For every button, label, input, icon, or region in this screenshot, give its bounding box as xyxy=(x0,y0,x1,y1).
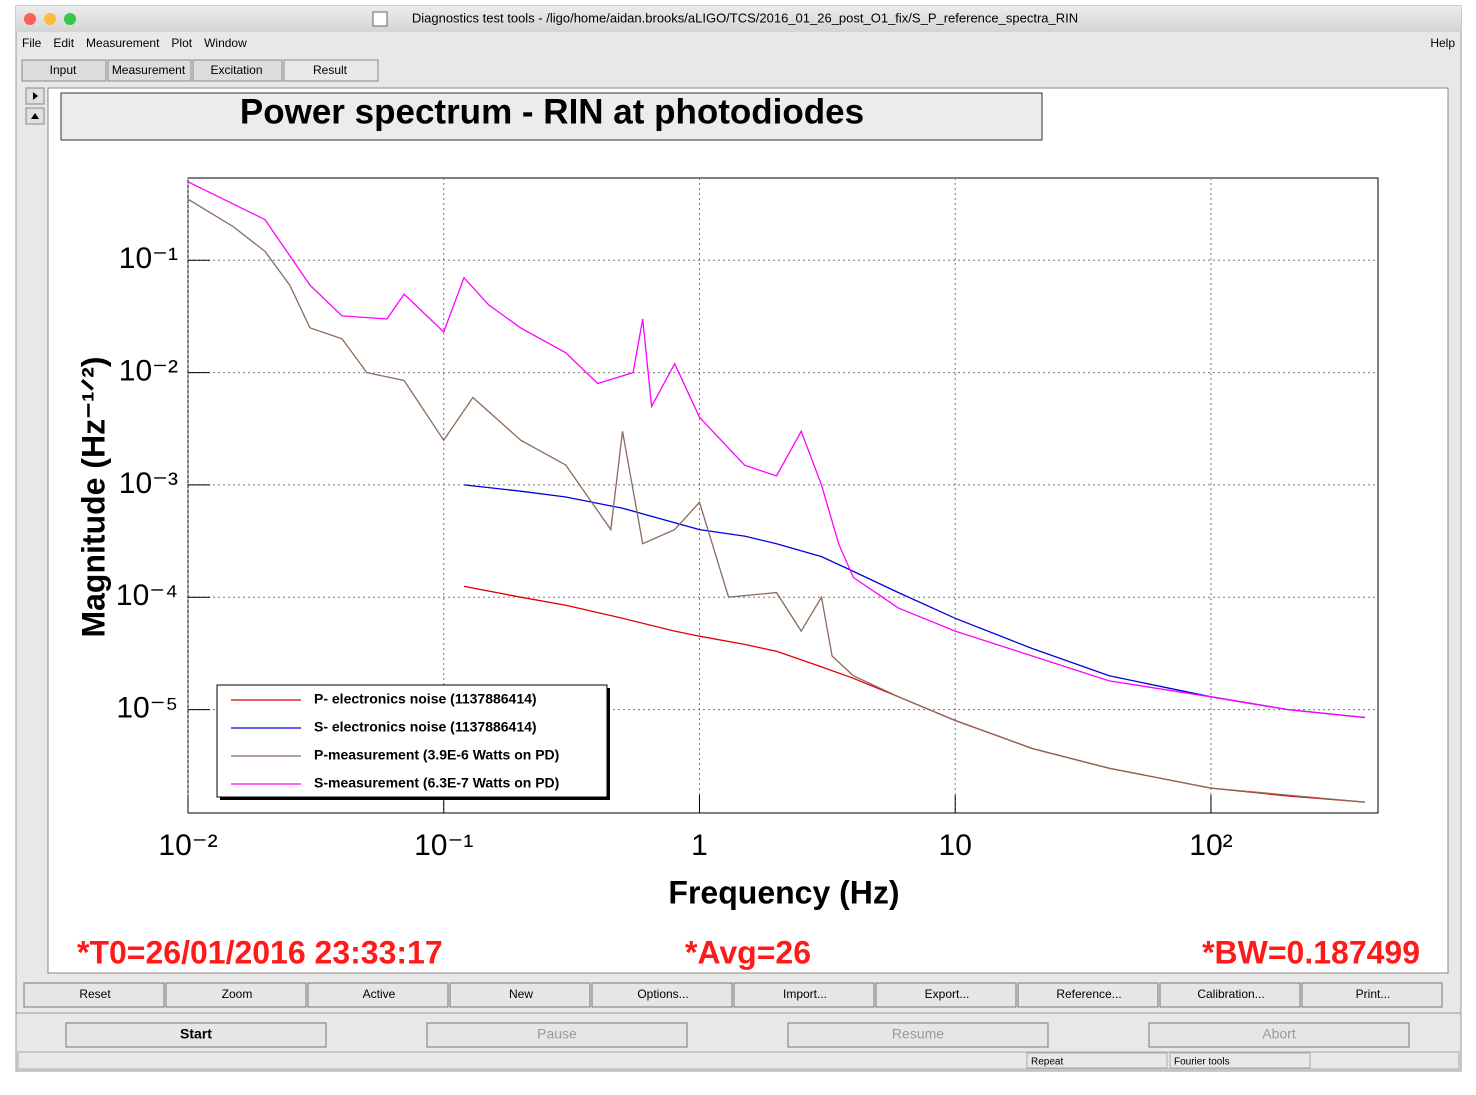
zoom-button[interactable] xyxy=(64,13,76,25)
toolbar-button[interactable] xyxy=(23,982,165,1008)
tab[interactable] xyxy=(283,59,379,82)
x-tick-label: 10⁻² xyxy=(158,829,217,862)
legend-label: S- electronics noise (1137886414) xyxy=(314,719,537,735)
toolbar-button[interactable] xyxy=(307,982,449,1008)
arrow-icon xyxy=(31,113,39,119)
close-button[interactable] xyxy=(24,13,36,25)
x-tick-label: 10 xyxy=(939,829,972,862)
arrow-icon xyxy=(33,92,38,100)
tab[interactable] xyxy=(21,59,107,82)
x-tick-label: 10⁻¹ xyxy=(414,829,473,862)
y-tick-label: 10⁻⁵ xyxy=(116,691,178,724)
menu-item[interactable]: Plot xyxy=(171,36,192,50)
status-bar xyxy=(17,1051,1460,1070)
toolbar-button[interactable] xyxy=(1017,982,1159,1008)
tab-label: Measurement xyxy=(112,63,186,77)
button-label: Reference... xyxy=(1056,987,1121,1001)
status-label: Repeat xyxy=(1031,1057,1063,1068)
x-icon xyxy=(372,11,388,27)
series-line xyxy=(187,181,1365,719)
control-button[interactable] xyxy=(787,1022,1049,1048)
button-label: Pause xyxy=(537,1026,577,1042)
toolbar-button[interactable] xyxy=(165,982,307,1008)
button-label: New xyxy=(509,987,533,1001)
button-label: Options... xyxy=(637,987,688,1001)
y-tick-label: 10⁻⁴ xyxy=(116,579,178,612)
window-title: Diagnostics test tools - /ligo/home/aida… xyxy=(412,10,1078,25)
menu-item[interactable]: Measurement xyxy=(86,36,160,50)
button-label: Export... xyxy=(925,987,970,1001)
button-label: Print... xyxy=(1356,987,1391,1001)
button-label: Start xyxy=(180,1026,212,1042)
button-label: Import... xyxy=(783,987,827,1001)
annotation: *Avg=26 xyxy=(685,934,811,970)
plot-panel xyxy=(47,87,1449,974)
legend-label: P- electronics noise (1137886414) xyxy=(314,691,537,707)
title-bar xyxy=(16,6,1461,32)
tab-label: Excitation xyxy=(210,63,262,77)
control-button[interactable] xyxy=(1148,1022,1410,1048)
button-label: Resume xyxy=(892,1026,944,1042)
x-axis-label: Frequency (Hz) xyxy=(668,874,899,910)
series-line xyxy=(463,484,1365,719)
button-label: Reset xyxy=(79,987,111,1001)
series-line xyxy=(187,198,1365,803)
x-tick-label: 10² xyxy=(1189,829,1232,862)
menu-item[interactable]: Help xyxy=(1430,36,1455,50)
control-button[interactable] xyxy=(65,1022,327,1048)
legend xyxy=(216,684,608,798)
title-box xyxy=(60,92,1043,141)
toolbar-button[interactable] xyxy=(591,982,733,1008)
minimize-button[interactable] xyxy=(44,13,56,25)
control-button[interactable] xyxy=(426,1022,688,1048)
button-label: Active xyxy=(363,987,396,1001)
button-label: Zoom xyxy=(222,987,253,1001)
menu-item[interactable]: File xyxy=(22,36,42,50)
x-tick-label: 1 xyxy=(691,829,708,862)
button-label: Abort xyxy=(1262,1026,1296,1042)
chart-title: Power spectrum - RIN at photodiodes xyxy=(240,92,864,131)
tab[interactable] xyxy=(192,59,283,82)
toolbar-button[interactable] xyxy=(875,982,1017,1008)
status-field xyxy=(1169,1052,1311,1069)
toolbar-button[interactable] xyxy=(1159,982,1301,1008)
y-tick-label: 10⁻³ xyxy=(119,467,178,500)
menu-item[interactable]: Edit xyxy=(53,36,74,50)
plot-frame xyxy=(187,177,1379,814)
menu-item[interactable]: Window xyxy=(204,36,247,50)
tab-label: Result xyxy=(313,63,348,77)
toolbar-button[interactable] xyxy=(733,982,875,1008)
annotation: *BW=0.187499 xyxy=(1202,934,1420,970)
y-tick-label: 10⁻¹ xyxy=(119,242,178,275)
annotation: *T0=26/01/2016 23:33:17 xyxy=(77,934,443,970)
toolbar-button[interactable] xyxy=(449,982,591,1008)
tab-label: Input xyxy=(50,63,77,77)
y-tick-label: 10⁻² xyxy=(119,355,178,388)
status-label: Fourier tools xyxy=(1174,1057,1230,1068)
legend-label: S-measurement (6.3E-7 Watts on PD) xyxy=(314,775,559,791)
toolbar-button[interactable] xyxy=(1301,982,1443,1008)
legend-label: P-measurement (3.9E-6 Watts on PD) xyxy=(314,747,559,763)
button-label: Calibration... xyxy=(1197,987,1264,1001)
tab[interactable] xyxy=(107,59,192,82)
y-axis-label: Magnitude (Hz⁻¹ᐟ²) xyxy=(75,356,111,637)
status-field xyxy=(1026,1052,1168,1069)
